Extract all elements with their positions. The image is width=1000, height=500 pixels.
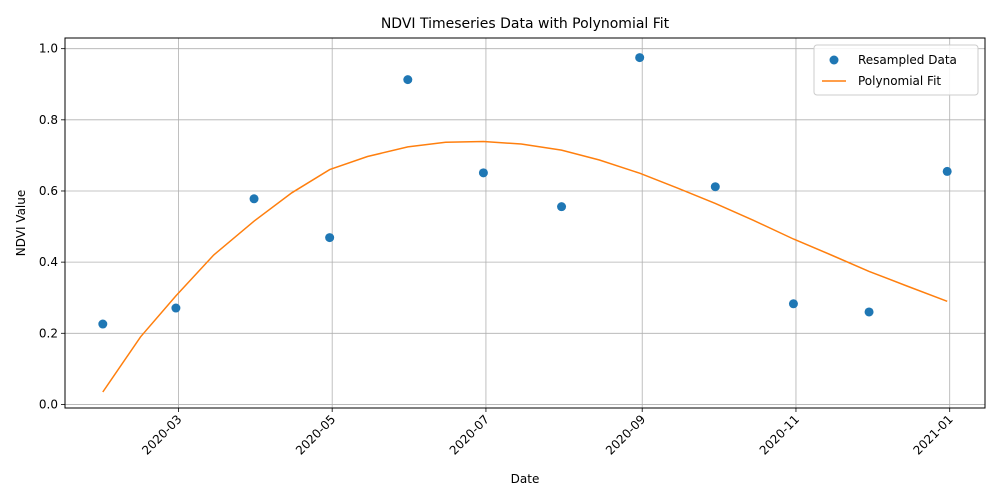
y-axis-ticks: 0.0 0.2 0.4 0.6 0.8 1.0 — [39, 42, 65, 411]
data-point — [403, 75, 413, 85]
y-axis-label: NDVI Value — [14, 190, 28, 257]
legend-marker — [829, 55, 839, 65]
plot-area — [98, 53, 952, 393]
data-point — [788, 299, 798, 309]
data-point — [635, 53, 645, 63]
y-tick-label: 0.8 — [39, 113, 58, 127]
y-tick-label: 0.4 — [39, 255, 58, 269]
legend-label: Polynomial Fit — [858, 74, 941, 88]
y-tick-label: 1.0 — [39, 42, 58, 56]
x-axis-label: Date — [511, 472, 540, 486]
data-point — [325, 233, 335, 243]
y-tick-label: 0.2 — [39, 326, 58, 340]
legend: Resampled Data Polynomial Fit — [813, 44, 979, 96]
y-tick-label: 0.0 — [39, 397, 58, 411]
data-point — [98, 319, 108, 329]
data-point — [864, 307, 874, 317]
data-point — [557, 202, 567, 212]
data-point — [171, 303, 181, 313]
legend-box — [813, 44, 979, 96]
polynomial-fit-line — [102, 140, 948, 393]
plot-frame — [64, 37, 986, 409]
legend-label: Resampled Data — [858, 53, 957, 67]
chart-title: NDVI Timeseries Data with Polynomial Fit — [381, 16, 670, 32]
data-point — [478, 168, 488, 178]
data-point — [710, 182, 720, 192]
grid-lines — [65, 38, 985, 408]
data-point — [249, 194, 259, 204]
y-tick-label: 0.6 — [39, 184, 58, 198]
data-point — [942, 166, 952, 176]
